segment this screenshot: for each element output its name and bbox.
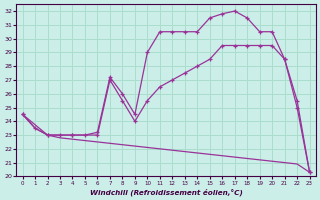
X-axis label: Windchill (Refroidissement éolien,°C): Windchill (Refroidissement éolien,°C) [90, 188, 243, 196]
